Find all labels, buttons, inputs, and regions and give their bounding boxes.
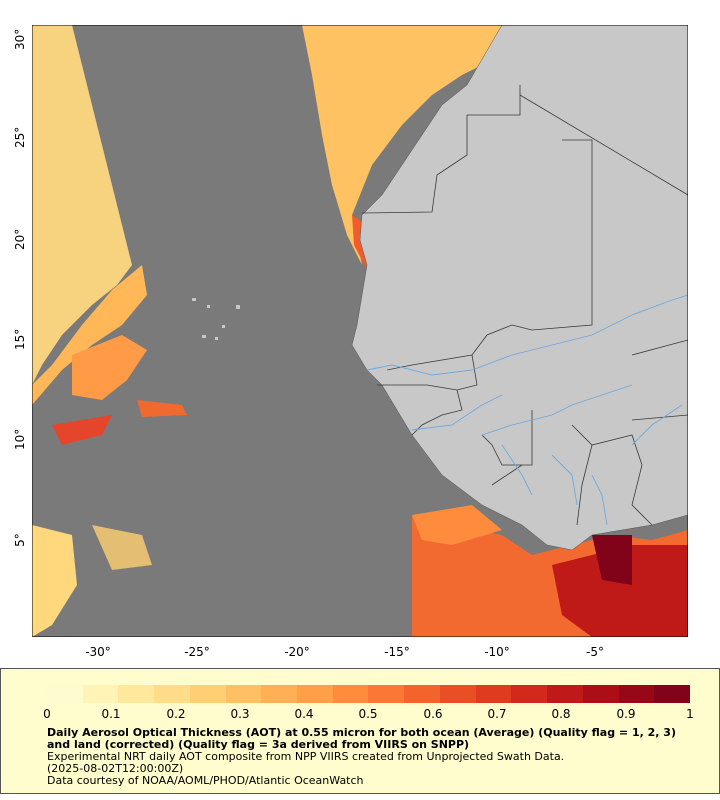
aot-plume-red-west: [52, 415, 112, 445]
colorbar-tick: 0.1: [101, 707, 121, 721]
aot-plume-gulf-dark: [552, 545, 688, 637]
legend-source-line: Experimental NRT daily AOT composite fro…: [47, 750, 565, 763]
colorbar-swatch: [618, 685, 655, 703]
aot-plume-gulf-west: [412, 505, 502, 545]
aot-plume-south-mid: [92, 525, 152, 570]
map-panel: [31, 24, 689, 638]
lat-label-10: 10°: [13, 428, 27, 450]
aot-plume-streak: [137, 400, 187, 417]
aot-map: [31, 24, 689, 638]
legend-title: Daily Aerosol Optical Thickness (AOT) at…: [47, 726, 676, 751]
cape-verde-islands: [192, 298, 240, 340]
lon-label-15: -15°: [384, 645, 410, 659]
colorbar-swatch: [511, 685, 548, 703]
colorbar-swatch: [225, 685, 262, 703]
colorbar-swatch: [261, 685, 298, 703]
colorbar-tick: 0.8: [551, 707, 571, 721]
colorbar-swatch: [439, 685, 476, 703]
lon-label-10: -10°: [484, 645, 510, 659]
lat-label-30: 30°: [13, 28, 27, 50]
colorbar-swatch: [654, 685, 690, 703]
colorbar-swatch: [404, 685, 440, 703]
colorbar-tick: 0.5: [358, 707, 378, 721]
colorbar: [47, 685, 690, 703]
aot-plume-sahara-coast: [302, 25, 502, 265]
lat-label-5: 5°: [13, 533, 27, 547]
colorbar-tick: 0.4: [294, 707, 314, 721]
colorbar-swatch: [118, 685, 155, 703]
colorbar-swatch: [547, 685, 583, 703]
colorbar-tick: 0.9: [616, 707, 636, 721]
colorbar-swatch: [47, 685, 83, 703]
lon-label-25: -25°: [184, 645, 210, 659]
colorbar-tick: 0.2: [166, 707, 186, 721]
aot-plume-mid: [72, 335, 147, 400]
lat-label-20: 20°: [13, 228, 27, 250]
aerosol-plumes: [32, 25, 688, 637]
rivers: [366, 294, 689, 526]
colorbar-swatch: [297, 685, 333, 703]
colorbar-swatch: [368, 685, 405, 703]
legend-date-line: (2025-08-02T12:00:00Z): [47, 762, 184, 775]
aot-plume-southwest: [32, 525, 77, 637]
colorbar-tick: 0.6: [423, 707, 443, 721]
lat-label-25: 25°: [13, 126, 27, 148]
legend-panel: 0 0.1 0.2 0.3 0.4 0.5 0.6 0.7 0.8 0.9 1 …: [0, 668, 720, 794]
colorbar-tick: 0: [43, 707, 51, 721]
colorbar-tick: 0.7: [487, 707, 507, 721]
lon-label-5: -5°: [586, 645, 604, 659]
country-borders: [361, 85, 689, 526]
colorbar-tick: 0.3: [230, 707, 250, 721]
colorbar-swatch: [332, 685, 369, 703]
lon-label-30: -30°: [85, 645, 111, 659]
colorbar-swatch: [82, 685, 119, 703]
aot-plume-west-band: [32, 265, 147, 405]
colorbar-swatch: [154, 685, 190, 703]
lat-label-15: 15°: [13, 328, 27, 350]
aot-plume-gulf-max: [592, 535, 632, 585]
colorbar-swatch: [582, 685, 619, 703]
land-west-africa: [351, 24, 689, 551]
aot-plume-west-strip: [32, 25, 132, 385]
colorbar-swatch: [475, 685, 512, 703]
lon-label-20: -20°: [284, 645, 310, 659]
colorbar-tick: 1: [686, 707, 694, 721]
colorbar-swatch: [189, 685, 226, 703]
legend-credit-line: Data courtesy of NOAA/AOML/PHOD/Atlantic…: [47, 774, 364, 787]
